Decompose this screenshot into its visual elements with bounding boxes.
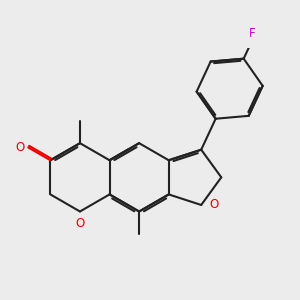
Text: O: O (75, 217, 85, 230)
Text: O: O (16, 141, 25, 154)
Text: F: F (249, 27, 256, 40)
Text: O: O (210, 199, 219, 212)
